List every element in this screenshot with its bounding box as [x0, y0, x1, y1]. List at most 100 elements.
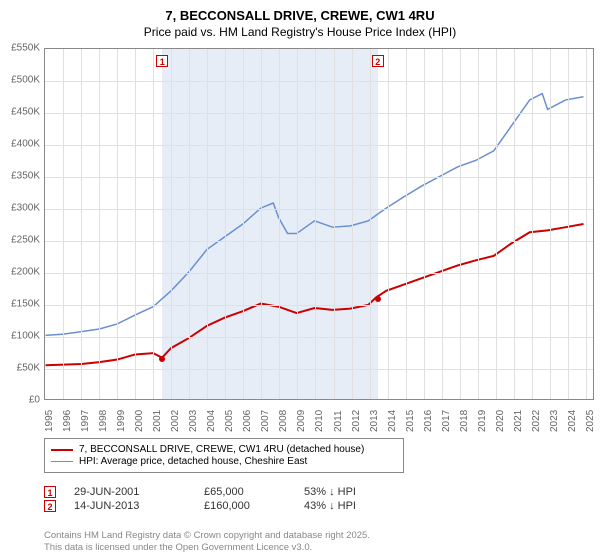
sale-row-marker: 2 — [44, 500, 56, 512]
y-axis-label: £100K — [0, 331, 40, 342]
x-axis-label: 2004 — [206, 410, 217, 432]
x-axis-label: 2023 — [549, 410, 560, 432]
gridline-v — [370, 49, 371, 399]
x-axis-label: 2025 — [585, 410, 596, 432]
footer-attribution: Contains HM Land Registry data © Crown c… — [44, 530, 370, 554]
legend-row: HPI: Average price, detached house, Ches… — [51, 456, 397, 467]
gridline-v — [279, 49, 280, 399]
line-series-svg — [45, 49, 593, 399]
gridline-v — [117, 49, 118, 399]
legend: 7, BECCONSALL DRIVE, CREWE, CW1 4RU (det… — [44, 438, 404, 473]
y-axis-label: £200K — [0, 267, 40, 278]
y-axis-label: £500K — [0, 75, 40, 86]
x-axis-label: 2024 — [567, 410, 578, 432]
gridline-h — [45, 337, 593, 338]
x-axis-label: 2013 — [369, 410, 380, 432]
y-axis-label: £450K — [0, 107, 40, 118]
gridline-v — [153, 49, 154, 399]
gridline-v — [243, 49, 244, 399]
plot-region: 12 — [44, 48, 594, 400]
y-axis-label: £350K — [0, 171, 40, 182]
x-axis-label: 2020 — [495, 410, 506, 432]
sale-row-date: 29-JUN-2001 — [74, 486, 204, 498]
legend-label: 7, BECCONSALL DRIVE, CREWE, CW1 4RU (det… — [79, 444, 364, 455]
x-axis-label: 2012 — [351, 410, 362, 432]
x-axis-label: 1996 — [62, 410, 73, 432]
gridline-h — [45, 273, 593, 274]
chart-area: 12 £0£50K£100K£150K£200K£250K£300K£350K£… — [44, 48, 594, 400]
legend-swatch — [51, 449, 73, 451]
footer-line-1: Contains HM Land Registry data © Crown c… — [44, 530, 370, 542]
x-axis-label: 2017 — [441, 410, 452, 432]
gridline-v — [424, 49, 425, 399]
legend-row: 7, BECCONSALL DRIVE, CREWE, CW1 4RU (det… — [51, 444, 397, 455]
gridline-v — [442, 49, 443, 399]
sale-marker-box: 1 — [156, 55, 168, 67]
gridline-v — [514, 49, 515, 399]
y-axis-label: £550K — [0, 43, 40, 54]
gridline-v — [388, 49, 389, 399]
gridline-v — [406, 49, 407, 399]
gridline-v — [496, 49, 497, 399]
x-axis-label: 2019 — [477, 410, 488, 432]
gridline-v — [315, 49, 316, 399]
sale-row-price: £160,000 — [204, 500, 304, 512]
sale-marker-dot — [375, 296, 381, 302]
gridline-h — [45, 113, 593, 114]
title-block: 7, BECCONSALL DRIVE, CREWE, CW1 4RU Pric… — [0, 0, 600, 39]
x-axis-label: 2009 — [296, 410, 307, 432]
sale-row-delta: 43% ↓ HPI — [304, 500, 404, 512]
gridline-h — [45, 81, 593, 82]
chart-container: 7, BECCONSALL DRIVE, CREWE, CW1 4RU Pric… — [0, 0, 600, 560]
gridline-h — [45, 305, 593, 306]
y-axis-label: £150K — [0, 299, 40, 310]
gridline-h — [45, 241, 593, 242]
y-axis-label: £0 — [0, 395, 40, 406]
sale-row-price: £65,000 — [204, 486, 304, 498]
chart-title: 7, BECCONSALL DRIVE, CREWE, CW1 4RU — [0, 8, 600, 23]
gridline-v — [261, 49, 262, 399]
x-axis-label: 1999 — [116, 410, 127, 432]
x-axis-label: 2006 — [242, 410, 253, 432]
x-axis-label: 2007 — [260, 410, 271, 432]
sale-row-date: 14-JUN-2013 — [74, 500, 204, 512]
x-axis-label: 2003 — [188, 410, 199, 432]
gridline-v — [171, 49, 172, 399]
gridline-v — [225, 49, 226, 399]
gridline-v — [81, 49, 82, 399]
gridline-v — [352, 49, 353, 399]
x-axis-label: 2002 — [170, 410, 181, 432]
gridline-v — [207, 49, 208, 399]
x-axis-label: 2021 — [513, 410, 524, 432]
x-axis-label: 2016 — [423, 410, 434, 432]
x-axis-label: 2000 — [134, 410, 145, 432]
x-axis-label: 2022 — [531, 410, 542, 432]
x-axis-label: 2010 — [314, 410, 325, 432]
x-axis-label: 2011 — [333, 410, 344, 432]
gridline-h — [45, 369, 593, 370]
sale-marker-box: 2 — [372, 55, 384, 67]
y-axis-label: £400K — [0, 139, 40, 150]
gridline-v — [99, 49, 100, 399]
legend-label: HPI: Average price, detached house, Ches… — [79, 456, 307, 467]
gridline-h — [45, 209, 593, 210]
y-axis-label: £50K — [0, 363, 40, 374]
gridline-v — [135, 49, 136, 399]
gridline-v — [189, 49, 190, 399]
gridline-v — [586, 49, 587, 399]
gridline-v — [460, 49, 461, 399]
x-axis-label: 2018 — [459, 410, 470, 432]
gridline-v — [568, 49, 569, 399]
sale-row: 2 14-JUN-2013£160,00043% ↓ HPI — [44, 500, 404, 512]
sale-row-marker: 1 — [44, 486, 56, 498]
x-axis-label: 1998 — [98, 410, 109, 432]
gridline-h — [45, 177, 593, 178]
x-axis-label: 2015 — [405, 410, 416, 432]
gridline-v — [297, 49, 298, 399]
sale-marker-dot — [159, 356, 165, 362]
x-axis-label: 2014 — [387, 410, 398, 432]
gridline-v — [478, 49, 479, 399]
y-axis-label: £300K — [0, 203, 40, 214]
y-axis-label: £250K — [0, 235, 40, 246]
gridline-v — [63, 49, 64, 399]
